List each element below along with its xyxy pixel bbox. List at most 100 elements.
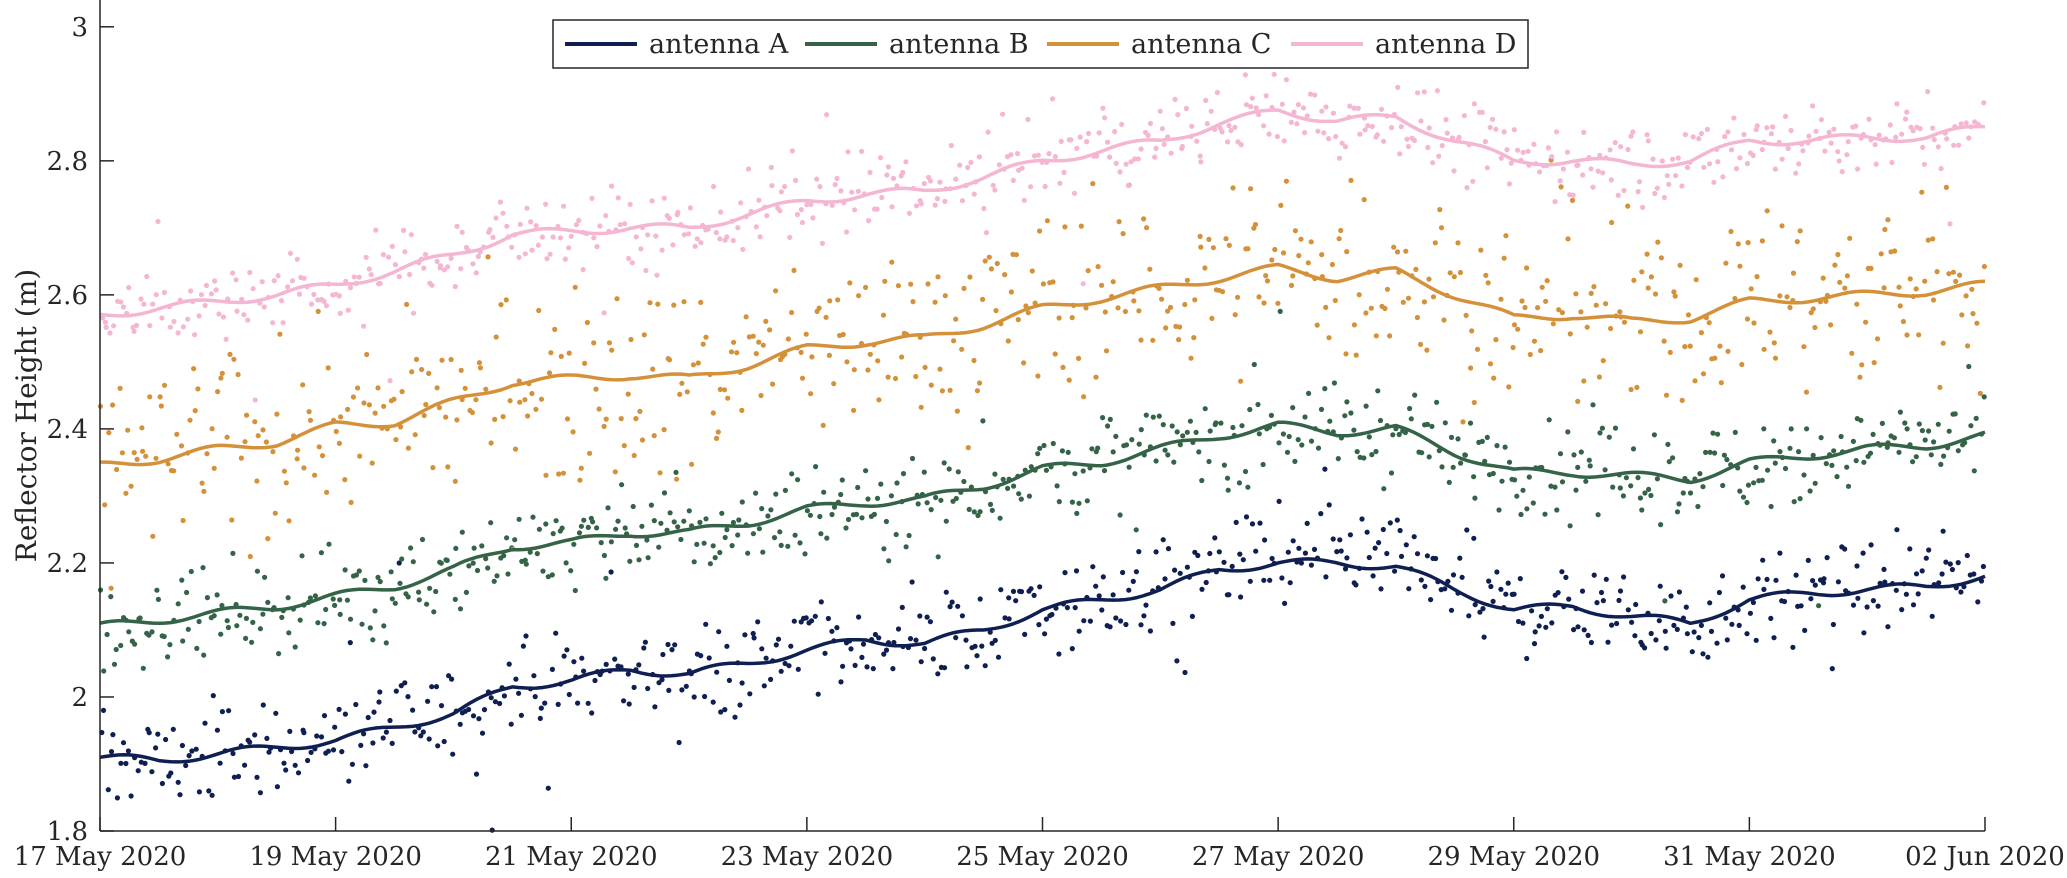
- scatter-point: [389, 596, 395, 602]
- scatter-point: [1919, 189, 1925, 195]
- scatter-point: [1559, 479, 1566, 485]
- scatter-point: [337, 611, 343, 618]
- scatter-point: [381, 403, 387, 409]
- scatter-point: [1424, 421, 1430, 427]
- scatter-point: [1571, 452, 1577, 458]
- scatter-point: [452, 283, 458, 290]
- scatter-point: [242, 439, 248, 445]
- scatter-point: [1739, 361, 1745, 368]
- scatter-point: [1957, 272, 1963, 278]
- scatter-point: [1071, 190, 1078, 196]
- scatter-point: [204, 595, 210, 601]
- scatter-point: [1970, 311, 1976, 317]
- scatter-point: [1498, 296, 1504, 302]
- scatter-point: [1203, 579, 1209, 586]
- scatter-point: [504, 535, 510, 541]
- scatter-point: [1076, 500, 1082, 506]
- scatter-point: [294, 256, 300, 262]
- scatter-point: [1844, 152, 1850, 158]
- scatter-point: [687, 205, 694, 211]
- scatter-point: [427, 585, 433, 591]
- scatter-point: [1629, 619, 1635, 625]
- scatter-point: [603, 213, 609, 219]
- scatter-point: [1459, 574, 1465, 580]
- scatter-point: [1279, 575, 1285, 581]
- scatter-point: [1037, 584, 1043, 590]
- scatter-point: [1830, 621, 1836, 628]
- scatter-point: [1578, 449, 1584, 455]
- scatter-point: [768, 676, 774, 683]
- scatter-point: [1916, 332, 1922, 338]
- scatter-point: [577, 477, 583, 483]
- scatter-point: [1050, 440, 1056, 447]
- scatter-point: [1242, 72, 1248, 78]
- scatter-point: [1130, 578, 1136, 585]
- scatter-point: [871, 511, 878, 517]
- scatter-point: [1753, 637, 1759, 643]
- scatter-point: [277, 331, 283, 337]
- scatter-point: [707, 561, 714, 567]
- scatter-point: [817, 513, 823, 520]
- scatter-point: [1056, 315, 1062, 321]
- scatter-point: [1882, 579, 1888, 585]
- scatter-point: [1620, 493, 1626, 499]
- scatter-point: [666, 357, 673, 363]
- scatter-point: [1679, 397, 1685, 403]
- scatter-point: [158, 403, 164, 409]
- scatter-point: [214, 727, 220, 733]
- scatter-point: [543, 472, 549, 478]
- scatter-point: [661, 195, 667, 201]
- scatter-point: [407, 271, 413, 278]
- scatter-point: [1790, 644, 1796, 650]
- scatter-point: [892, 375, 899, 382]
- scatter-point: [493, 334, 499, 340]
- scatter-point: [1857, 374, 1863, 380]
- scatter-point: [678, 536, 684, 543]
- scatter-point: [1663, 392, 1670, 398]
- scatter-point: [1463, 312, 1469, 318]
- scatter-point: [1633, 601, 1639, 608]
- scatter-point: [1078, 223, 1084, 229]
- scatter-point: [1105, 423, 1111, 429]
- scatter-point: [1930, 125, 1936, 131]
- scatter-point: [1520, 620, 1526, 626]
- scatter-point: [1248, 186, 1254, 192]
- scatter-point: [347, 616, 354, 622]
- scatter-point: [1566, 596, 1572, 602]
- scatter-point: [1144, 225, 1150, 231]
- scatter-point: [200, 565, 206, 571]
- scatter-point: [225, 624, 231, 631]
- scatter-point: [153, 745, 159, 751]
- scatter-point: [1276, 498, 1282, 504]
- scatter-point: [1485, 280, 1491, 286]
- scatter-point: [438, 703, 445, 709]
- scatter-point: [694, 236, 700, 242]
- scatter-point: [219, 370, 225, 376]
- scatter-point: [1418, 118, 1424, 124]
- scatter-point: [959, 198, 966, 204]
- scatter-point: [728, 349, 735, 355]
- scatter-point: [372, 608, 378, 614]
- scatter-point: [1240, 557, 1246, 563]
- scatter-point: [501, 693, 507, 699]
- scatter-point: [1421, 89, 1427, 95]
- scatter-point: [533, 223, 539, 229]
- scatter-point: [1882, 226, 1888, 233]
- scatter-point: [1487, 361, 1494, 367]
- scatter-point: [1226, 242, 1232, 248]
- scatter-point: [398, 683, 404, 689]
- scatter-point: [1805, 557, 1811, 564]
- scatter-point: [1207, 550, 1213, 557]
- scatter-point: [1838, 433, 1844, 440]
- scatter-point: [756, 526, 763, 532]
- scatter-point: [1403, 248, 1409, 254]
- scatter-point: [1311, 546, 1318, 553]
- scatter-point: [231, 356, 237, 362]
- scatter-point: [336, 293, 342, 299]
- scatter-point: [1168, 150, 1174, 156]
- scatter-point: [1225, 487, 1231, 493]
- scatter-point: [1971, 571, 1977, 577]
- scatter-point: [342, 567, 348, 573]
- scatter-point: [824, 112, 830, 118]
